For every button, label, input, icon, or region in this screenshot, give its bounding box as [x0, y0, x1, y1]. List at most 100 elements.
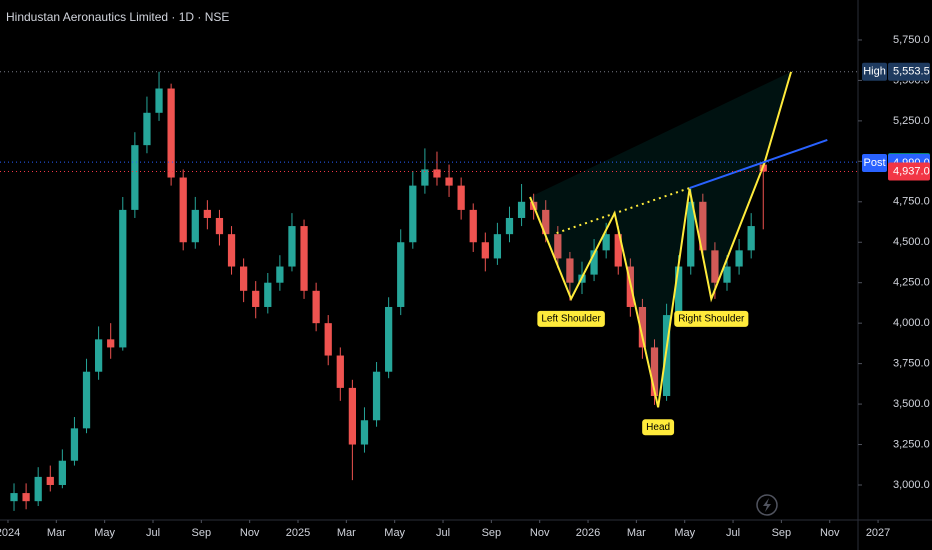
- head-shoulders-pattern: [529, 71, 793, 408]
- candle-body: [227, 234, 236, 267]
- candle-body: [590, 250, 598, 275]
- price-tag-value: 4,937.0: [893, 165, 930, 177]
- candle-body: [699, 201, 707, 251]
- candle-body: [614, 234, 622, 267]
- candle-body: [312, 290, 320, 324]
- candle-body: [264, 282, 272, 307]
- candle-body: [360, 420, 369, 445]
- candle-body: [22, 493, 30, 502]
- price-tag: [888, 162, 930, 181]
- x-tick-label: Nov: [240, 527, 260, 539]
- y-tick-label: 4,000.0: [893, 317, 930, 329]
- y-tick-label: 5,750.0: [893, 34, 930, 46]
- price-tag-name: High: [863, 66, 886, 78]
- trendline: [689, 139, 828, 189]
- candle-body: [662, 315, 671, 396]
- candle-body: [252, 290, 260, 307]
- candle-body: [397, 242, 405, 307]
- pattern-label-text: Left Shoulder: [541, 314, 601, 325]
- candle-body: [505, 217, 514, 235]
- price-tag-name-box: [862, 62, 887, 81]
- x-tick-label: Sep: [772, 527, 792, 539]
- candle-body: [457, 185, 465, 210]
- candle-body: [372, 371, 381, 421]
- candle-body: [34, 476, 42, 502]
- candle-body: [385, 306, 393, 372]
- candle-body: [687, 201, 695, 267]
- x-tick-label: 2025: [286, 527, 310, 539]
- candle-body: [215, 217, 224, 235]
- candle-body: [675, 266, 683, 316]
- chart-title: Hindustan Aeronautics Limited · 1D · NSE: [6, 10, 229, 24]
- x-tick-label: May: [384, 527, 405, 539]
- candle-body: [554, 234, 562, 259]
- candle-body: [711, 250, 719, 283]
- x-tick-label: Jul: [146, 527, 160, 539]
- candle-body: [638, 306, 647, 348]
- price-tag: [888, 62, 930, 81]
- y-tick-label: 3,500.0: [893, 398, 930, 410]
- candle-body: [203, 209, 211, 218]
- candle-body: [94, 339, 103, 372]
- price-tag-value: 5,553.5: [893, 66, 930, 78]
- x-tick-label: Jul: [436, 527, 450, 539]
- candle-body: [324, 323, 332, 356]
- x-tick-label: Sep: [192, 527, 212, 539]
- candle-body: [10, 493, 18, 502]
- candle-body: [131, 145, 139, 210]
- candle-body: [239, 266, 248, 291]
- candle-body: [493, 234, 502, 259]
- candle-body: [481, 242, 489, 259]
- y-tick-label: 4,500.0: [893, 236, 930, 248]
- y-tick-label: 3,000.0: [893, 479, 930, 491]
- candle-body: [650, 347, 659, 396]
- candle-body: [723, 266, 731, 283]
- pattern-label-box: [642, 419, 675, 436]
- pattern-label-text: Head: [646, 422, 670, 433]
- candle-body: [58, 460, 66, 485]
- x-tick-label: Jul: [726, 527, 740, 539]
- pattern-label-box: [674, 310, 749, 327]
- x-tick-label: May: [674, 527, 695, 539]
- y-tick-label: 5,250.0: [893, 115, 930, 127]
- candle-body: [433, 169, 441, 178]
- x-tick-label: 2027: [866, 527, 890, 539]
- icon-circle[interactable]: [756, 494, 778, 516]
- candle-body: [70, 428, 79, 461]
- candle-body: [288, 226, 296, 267]
- candle-body: [300, 226, 308, 291]
- x-tick-label: May: [94, 527, 115, 539]
- pattern-label-text: Right Shoulder: [678, 314, 745, 325]
- replay-icon[interactable]: [756, 494, 778, 516]
- candle-body: [348, 387, 357, 445]
- candle-body: [542, 209, 550, 235]
- price-tag-name-box: [862, 153, 887, 172]
- candle-body: [602, 234, 610, 251]
- x-tick-label: Mar: [627, 527, 646, 539]
- candle-body: [336, 355, 344, 388]
- candle-body: [469, 209, 477, 243]
- candle-body: [735, 250, 743, 267]
- candle-body: [46, 476, 54, 485]
- candle-body: [179, 177, 187, 243]
- candle-body: [409, 185, 417, 243]
- y-tick-label: 4,250.0: [893, 277, 930, 289]
- candle-body: [276, 266, 284, 283]
- pattern-label-box: [537, 310, 605, 327]
- icon-bolt[interactable]: [763, 498, 771, 512]
- candle-body: [566, 258, 574, 283]
- x-tick-label: 2024: [0, 527, 20, 539]
- y-tick-label: 3,250.0: [893, 438, 930, 450]
- candle-body: [107, 339, 115, 348]
- candle-body: [517, 201, 526, 218]
- price-tag-name: Post: [863, 157, 885, 169]
- x-tick-label: Mar: [337, 527, 356, 539]
- candle-body: [421, 169, 429, 186]
- candle-body: [445, 177, 453, 186]
- x-tick-label: Nov: [530, 527, 550, 539]
- y-tick-label: 3,750.0: [893, 358, 930, 370]
- candle-body: [143, 112, 151, 146]
